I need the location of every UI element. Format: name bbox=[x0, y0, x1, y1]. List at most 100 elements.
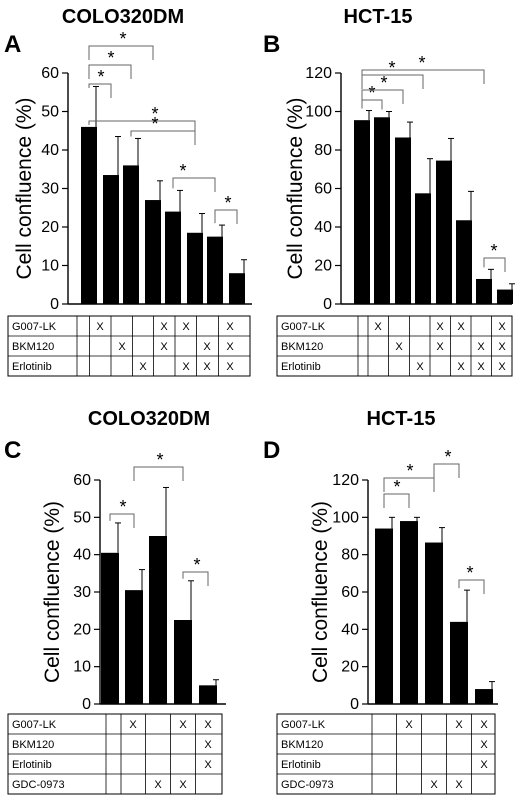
y-tick-label: 100 bbox=[305, 104, 332, 121]
bar bbox=[395, 137, 411, 304]
panel-letter: D bbox=[263, 437, 280, 464]
panel-title: HCT-15 bbox=[344, 6, 413, 28]
significance-bracket bbox=[458, 579, 485, 594]
significance-star: * bbox=[490, 241, 497, 261]
significance-star: * bbox=[466, 563, 473, 583]
y-tick-label: 60 bbox=[73, 472, 91, 489]
y-tick-label: 40 bbox=[341, 621, 359, 638]
table-cell-mark: X bbox=[154, 779, 162, 791]
significance-bracket bbox=[361, 99, 383, 110]
bar bbox=[425, 542, 443, 704]
significance-bracket bbox=[88, 45, 154, 60]
significance-bracket bbox=[172, 177, 216, 192]
table-cell-mark: X bbox=[498, 361, 506, 373]
table-cell-mark: X bbox=[204, 759, 212, 771]
significance-bracket bbox=[88, 120, 196, 135]
y-tick-label: 20 bbox=[314, 258, 332, 275]
significance-star: * bbox=[380, 73, 387, 93]
bar bbox=[475, 689, 493, 704]
bar bbox=[497, 289, 513, 304]
y-tick-label: 100 bbox=[332, 509, 359, 526]
bar bbox=[103, 175, 119, 304]
table-cell-mark: X bbox=[498, 341, 506, 353]
significance-star: * bbox=[179, 161, 186, 181]
table-row-label: BKM120 bbox=[281, 739, 323, 751]
y-axis-label: Cell confluence (%) bbox=[13, 97, 36, 279]
table-cell-mark: X bbox=[455, 779, 463, 791]
significance-bracket bbox=[483, 257, 506, 272]
significance-star: * bbox=[119, 29, 126, 49]
table-border bbox=[276, 315, 513, 377]
table-cell-mark: X bbox=[430, 779, 438, 791]
table-cell-mark: X bbox=[96, 321, 104, 333]
significance-star: * bbox=[406, 461, 413, 481]
table-cell-mark: X bbox=[480, 719, 488, 731]
table-row-label: G007-LK bbox=[281, 719, 326, 731]
panel-letter: B bbox=[263, 31, 280, 58]
table-cell-mark: X bbox=[226, 321, 234, 333]
y-axis-label: Cell confluence (%) bbox=[284, 97, 307, 279]
significance-star: * bbox=[119, 497, 126, 517]
table-cell-mark: X bbox=[477, 341, 485, 353]
y-tick-label: 120 bbox=[305, 65, 332, 82]
table-cell-mark: X bbox=[457, 321, 465, 333]
bar bbox=[123, 165, 139, 304]
table-cell-mark: X bbox=[129, 719, 137, 731]
table-cell-mark: X bbox=[416, 361, 424, 373]
panel-a: COLO320DM A Cell confluence (%) 0 10 20 30 40 50… bbox=[4, 6, 252, 377]
table-cell-mark: X bbox=[436, 321, 444, 333]
significance-star: * bbox=[393, 477, 400, 497]
panel-title: COLO320DM bbox=[88, 408, 210, 430]
table-cell-mark: X bbox=[405, 719, 413, 731]
y-tick-label: 40 bbox=[314, 219, 332, 236]
table-cell-mark: X bbox=[480, 759, 488, 771]
table-row-label: G007-LK bbox=[12, 321, 57, 333]
significance-bracket bbox=[130, 130, 196, 145]
y-tick-label: 50 bbox=[73, 509, 91, 526]
table-cell-mark: X bbox=[179, 779, 187, 791]
bar bbox=[125, 590, 143, 704]
table-cell-mark: X bbox=[139, 361, 147, 373]
significance-bracket bbox=[182, 571, 209, 586]
bar bbox=[450, 621, 468, 704]
bar bbox=[187, 232, 203, 304]
table-cell-mark: X bbox=[160, 341, 168, 353]
significance-bracket bbox=[109, 513, 135, 528]
panel-letter: C bbox=[4, 437, 21, 464]
significance-bracket bbox=[361, 89, 404, 104]
table-cell-mark: X bbox=[395, 341, 403, 353]
table-cell-mark: X bbox=[436, 341, 444, 353]
table-cell-mark: X bbox=[226, 361, 234, 373]
panel-d: HCT-15 D Cell confluence (%) 0 20 40 60 80 100 12… bbox=[263, 408, 498, 795]
table-border bbox=[7, 315, 251, 377]
y-tick-label: 0 bbox=[323, 296, 332, 313]
table-cell-mark: X bbox=[498, 321, 506, 333]
panel-b: HCT-15 B Cell confluence (%) 0 20 40 60 80 100 12… bbox=[263, 6, 515, 377]
significance-star: * bbox=[368, 83, 375, 103]
table-cell-mark: X bbox=[457, 361, 465, 373]
panel-title: HCT-15 bbox=[367, 408, 436, 430]
table-cell-mark: X bbox=[480, 739, 488, 751]
bar bbox=[415, 193, 431, 304]
table-cell-mark: X bbox=[160, 321, 168, 333]
significance-bracket bbox=[383, 477, 435, 492]
table-cell-mark: X bbox=[182, 361, 190, 373]
table-cell-mark: X bbox=[477, 361, 485, 373]
bar bbox=[101, 552, 119, 704]
bar bbox=[456, 220, 472, 304]
y-tick-label: 10 bbox=[41, 258, 59, 275]
significance-bracket bbox=[88, 83, 112, 98]
significance-star: * bbox=[224, 193, 231, 213]
significance-star: * bbox=[444, 447, 451, 467]
significance-star: * bbox=[151, 104, 158, 124]
bar bbox=[165, 211, 181, 304]
table-row-label: GDC-0973 bbox=[12, 779, 65, 791]
bar bbox=[149, 536, 167, 704]
table-cell-mark: X bbox=[182, 321, 190, 333]
y-tick-label: 0 bbox=[350, 696, 359, 713]
